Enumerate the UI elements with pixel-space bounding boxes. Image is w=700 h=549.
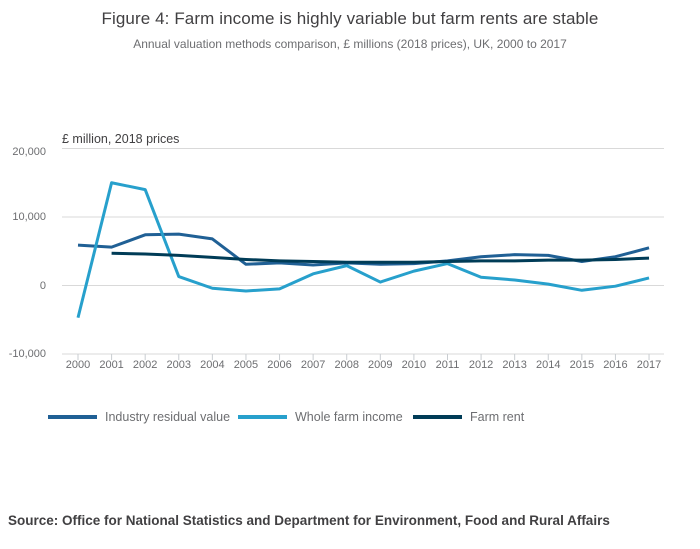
- x-tick-label: 2007: [300, 359, 326, 371]
- x-tick-label: 2009: [368, 359, 393, 371]
- legend-item-industry-residual-value: Industry residual value: [48, 410, 230, 424]
- x-tick-label: 2002: [132, 359, 158, 371]
- x-tick-label: 2013: [502, 359, 527, 371]
- x-tick-label: 2008: [334, 359, 359, 371]
- x-tick-label: 2015: [569, 359, 595, 371]
- legend-item-whole-farm-income: Whole farm income: [238, 410, 403, 424]
- source-note: Source: Office for National Statistics a…: [8, 513, 610, 528]
- series-line-farm-rent: [111, 251, 650, 264]
- legend-swatch: [238, 415, 287, 419]
- y-tick-label: 20,000: [12, 145, 46, 158]
- chart-subtitle: Annual valuation methods comparison, £ m…: [133, 37, 567, 51]
- x-tick-label: 2005: [233, 359, 259, 371]
- x-tick-label: 2017: [636, 359, 662, 371]
- series-line-whole-farm-income: [76, 181, 650, 319]
- x-tick-label: 2011: [435, 359, 460, 371]
- x-tick-label: 2001: [99, 359, 124, 371]
- x-tick-label: 2006: [267, 359, 292, 371]
- y-tick-label: 10,000: [12, 211, 46, 223]
- chart-title: Figure 4: Farm income is highly variable…: [101, 9, 599, 28]
- x-tick-label: 2004: [200, 359, 225, 371]
- x-tick-label: 2000: [65, 359, 91, 371]
- legend-label: Industry residual value: [105, 410, 231, 424]
- y-tick-label: 0: [39, 279, 46, 292]
- x-tick-label: 2016: [603, 359, 628, 371]
- legend-label: Farm rent: [470, 410, 525, 424]
- legend-swatch: [48, 415, 97, 419]
- x-tick-label: 2003: [166, 359, 191, 371]
- y-axis-unit-label: £ million, 2018 prices: [62, 132, 180, 146]
- y-tick-label: -10,000: [8, 348, 46, 360]
- x-tick-label: 2010: [401, 359, 427, 371]
- legend-item-farm-rent: Farm rent: [413, 410, 524, 424]
- x-tick-label: 2012: [468, 359, 494, 371]
- x-tick-label: 2014: [536, 359, 561, 371]
- legend-label: Whole farm income: [295, 410, 403, 424]
- legend-swatch: [413, 415, 462, 419]
